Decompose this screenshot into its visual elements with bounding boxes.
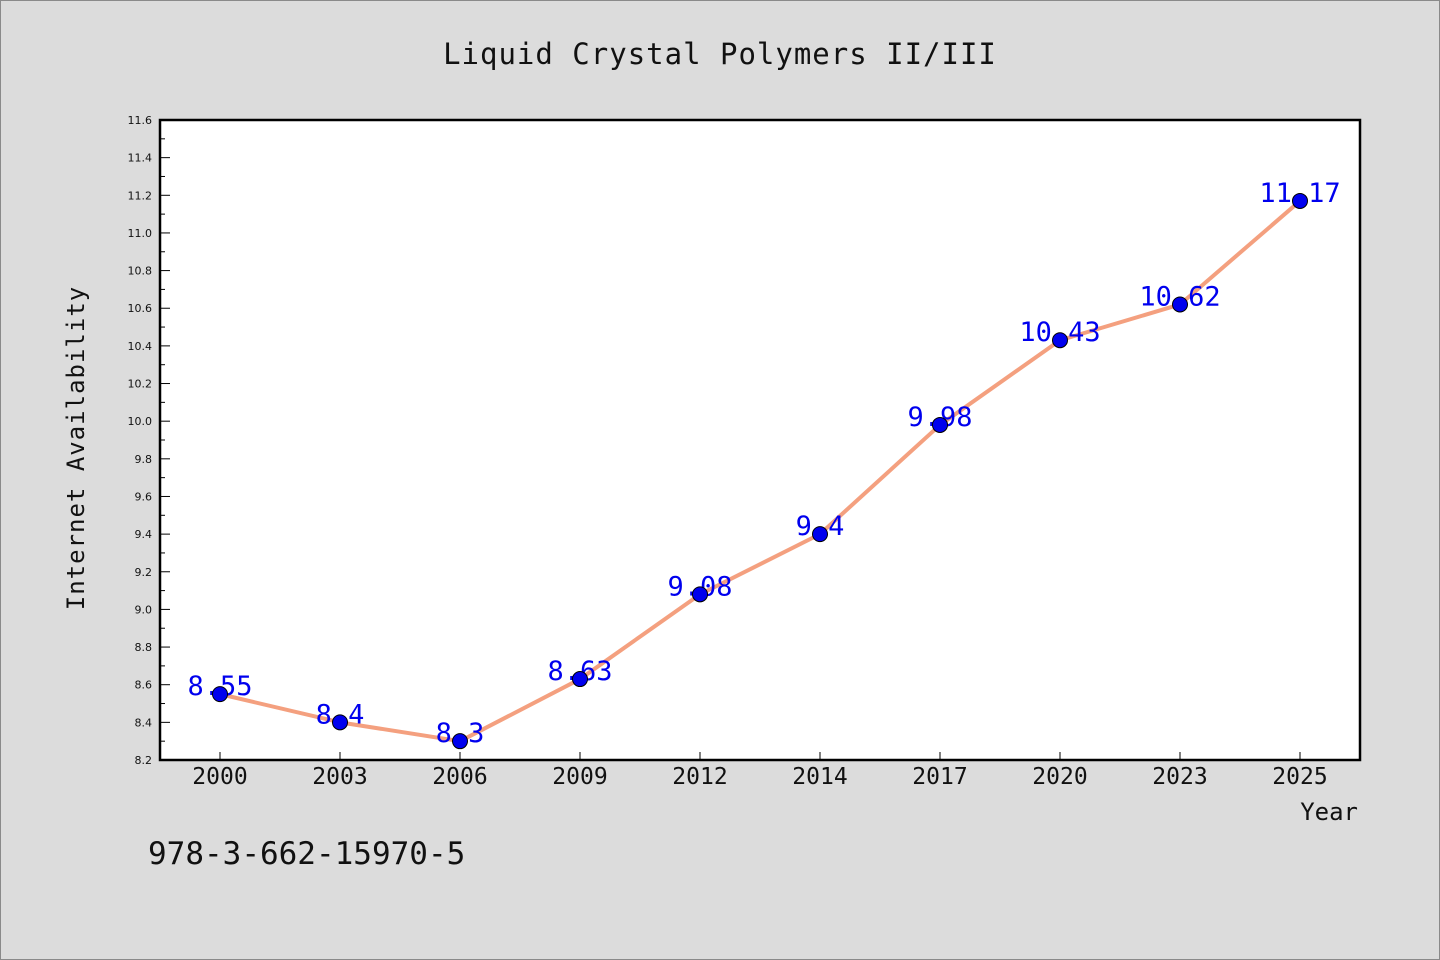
x-tick-label: 2017 — [912, 764, 967, 790]
x-axis-label: Year — [1300, 798, 1358, 826]
y-tick-label: 8.2 — [135, 754, 153, 767]
y-axis-label: Internet Availability — [62, 286, 90, 610]
series-line — [218, 198, 1302, 744]
x-tick-label: 2012 — [672, 764, 727, 790]
data-point — [932, 416, 948, 433]
y-tick-label: 9.4 — [135, 528, 153, 541]
footnote-isbn: 978-3-662-15970-5 — [148, 836, 465, 872]
data-point — [572, 671, 588, 688]
y-tick-label: 8.8 — [135, 641, 153, 654]
plot-area — [158, 118, 1362, 762]
data-point — [1172, 296, 1188, 313]
x-axis: 2000 2003 2006 2009 2012 2014 2017 2020 2023 2025 — [192, 752, 1328, 790]
y-tick-label: 9.6 — [135, 490, 153, 503]
x-tick-label: 2003 — [312, 764, 367, 790]
y-tick-label: 9.2 — [135, 566, 153, 579]
y-tick-label: 10.6 — [128, 302, 153, 315]
x-tick-label: 2006 — [432, 764, 487, 790]
y-tick-label: 9.8 — [135, 453, 153, 466]
x-tick-label: 2025 — [1272, 764, 1327, 790]
y-tick-label: 11.2 — [128, 189, 153, 202]
series-group: 8.558.48.38.639.089.49.9810.4310.6211.17 — [187, 178, 1341, 750]
y-tick-label: 10.8 — [128, 265, 153, 278]
y-tick-label: 8.4 — [135, 716, 153, 729]
y-tick-label: 10.2 — [128, 378, 153, 391]
y-tick-label: 11.4 — [128, 152, 153, 165]
x-tick-label: 2023 — [1152, 764, 1207, 790]
chart-title: Liquid Crystal Polymers II/III — [443, 37, 997, 71]
y-tick-label: 10.4 — [128, 340, 153, 353]
data-point — [1292, 192, 1308, 209]
y-tick-label: 9.0 — [135, 603, 153, 616]
y-tick-label: 8.6 — [135, 679, 153, 692]
data-point — [1052, 332, 1068, 349]
data-point — [692, 586, 708, 603]
y-tick-label: 11.0 — [128, 227, 153, 240]
data-point — [332, 714, 348, 731]
y-axis: 8.2 8.4 8.6 8.8 9.0 9.2 9.4 9.6 9.8 10.0 10.2 10.4 1… — [128, 114, 170, 767]
x-tick-label: 2020 — [1032, 764, 1087, 790]
y-tick-label: 10.0 — [128, 415, 153, 428]
x-tick-label: 2014 — [792, 764, 847, 790]
x-tick-label: 2009 — [552, 764, 607, 790]
data-point — [812, 526, 828, 543]
data-point — [212, 686, 228, 703]
data-point — [452, 733, 468, 750]
x-tick-label: 2000 — [192, 764, 247, 790]
y-tick-label: 11.6 — [128, 114, 153, 127]
